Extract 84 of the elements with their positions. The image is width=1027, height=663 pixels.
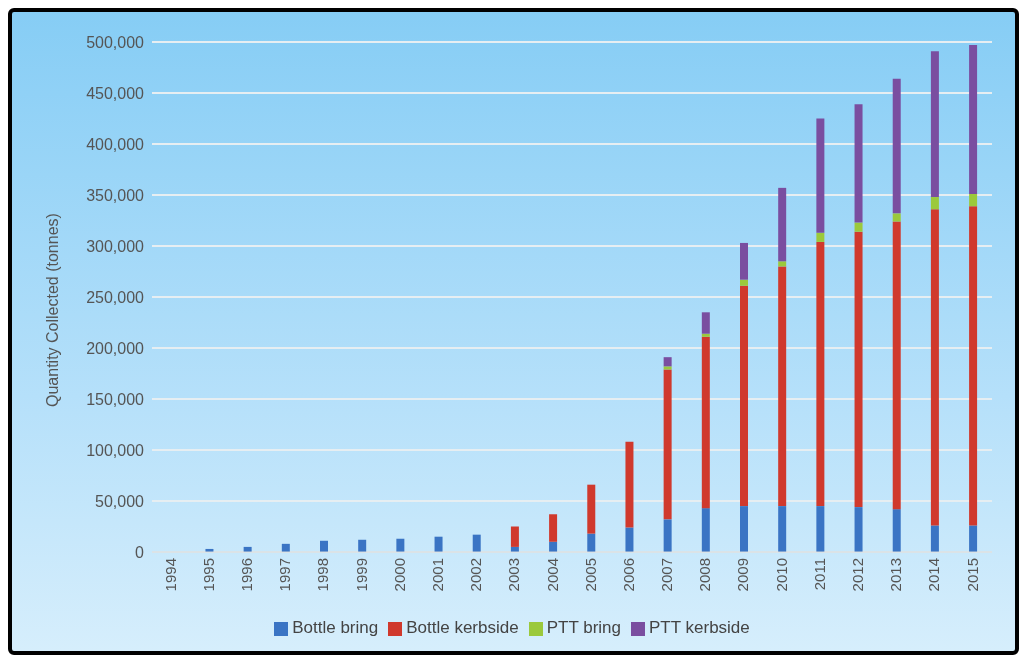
bar [663,369,672,520]
x-tick-label: 2003 [505,558,523,592]
bar [930,197,939,210]
bar [930,51,939,198]
bar [663,357,672,367]
bar [969,45,978,194]
bar [740,285,748,507]
bar [778,266,787,507]
x-tick-label: 2004 [543,558,561,592]
bar [434,536,443,552]
y-tick-label: 0 [135,543,145,561]
x-tick-label: 1996 [238,558,256,592]
x-tick-label: 2002 [467,558,485,592]
legend-label: PTT kerbside [649,618,750,637]
x-tick-label: 2010 [772,558,790,592]
bar [816,241,825,507]
x-tick-label: 2013 [887,558,905,592]
bar [701,508,710,552]
bar [701,336,710,509]
x-tick-label: 2011 [810,558,828,591]
bar [778,187,787,262]
bar [969,193,978,207]
legend-label: Bottle bring [292,618,379,637]
x-tick-label: 1998 [314,558,332,592]
bar [663,366,672,370]
bar [816,118,825,233]
y-tick-label: 450,000 [86,84,145,102]
x-tick-label: 2006 [619,558,637,592]
y-tick-label: 350,000 [86,186,145,204]
bar [892,221,901,510]
bar [358,539,367,552]
bar [969,206,978,526]
y-tick-label: 250,000 [86,288,145,306]
bar [930,525,939,552]
x-tick-label: 2001 [429,558,447,592]
bar [701,333,710,337]
bar [892,213,901,222]
bar [587,533,596,552]
x-tick-label: 1997 [276,558,294,592]
y-tick-label: 400,000 [86,135,145,153]
x-tick-label: 2012 [849,558,867,592]
y-tick-label: 50,000 [95,492,145,510]
bar [816,232,825,242]
y-tick-label: 100,000 [86,441,145,459]
x-tick-label: 1994 [161,558,179,592]
bar [663,519,672,552]
bar [510,526,519,547]
x-tick-label: 2015 [963,558,981,592]
x-tick-label: 2000 [390,558,408,592]
x-tick-label: 2007 [658,558,676,592]
bar [816,506,825,552]
bar [778,506,787,552]
x-tick-label: 2014 [925,558,943,592]
bar [930,209,939,526]
bar [701,312,710,334]
x-tick-label: 1995 [199,558,217,592]
bar [854,231,863,508]
bar [892,509,901,552]
bar [740,279,748,286]
y-axis-title: Quantity Collected (tonnes) [43,213,61,407]
bar [740,242,748,280]
bar [854,104,863,223]
x-tick-label: 2008 [696,558,714,592]
legend-label: PTT bring [546,618,621,637]
bar [587,484,596,534]
bar [472,534,481,552]
x-tick-label: 1999 [352,558,370,592]
y-tick-label: 500,000 [86,33,145,51]
legend-label: Bottle kerbside [406,618,519,637]
y-tick-label: 200,000 [86,339,145,357]
x-tick-label: 2005 [581,558,599,592]
bar [854,507,863,552]
bar [740,506,748,552]
bar [625,441,634,528]
bar [892,78,901,214]
y-tick-label: 300,000 [86,237,145,255]
bar [969,525,978,552]
x-tick-label: 2009 [734,558,752,592]
y-tick-label: 150,000 [86,390,145,408]
bar [854,222,863,232]
bar [625,527,634,552]
bar [549,514,558,542]
bar [396,538,405,552]
bar [778,261,787,267]
